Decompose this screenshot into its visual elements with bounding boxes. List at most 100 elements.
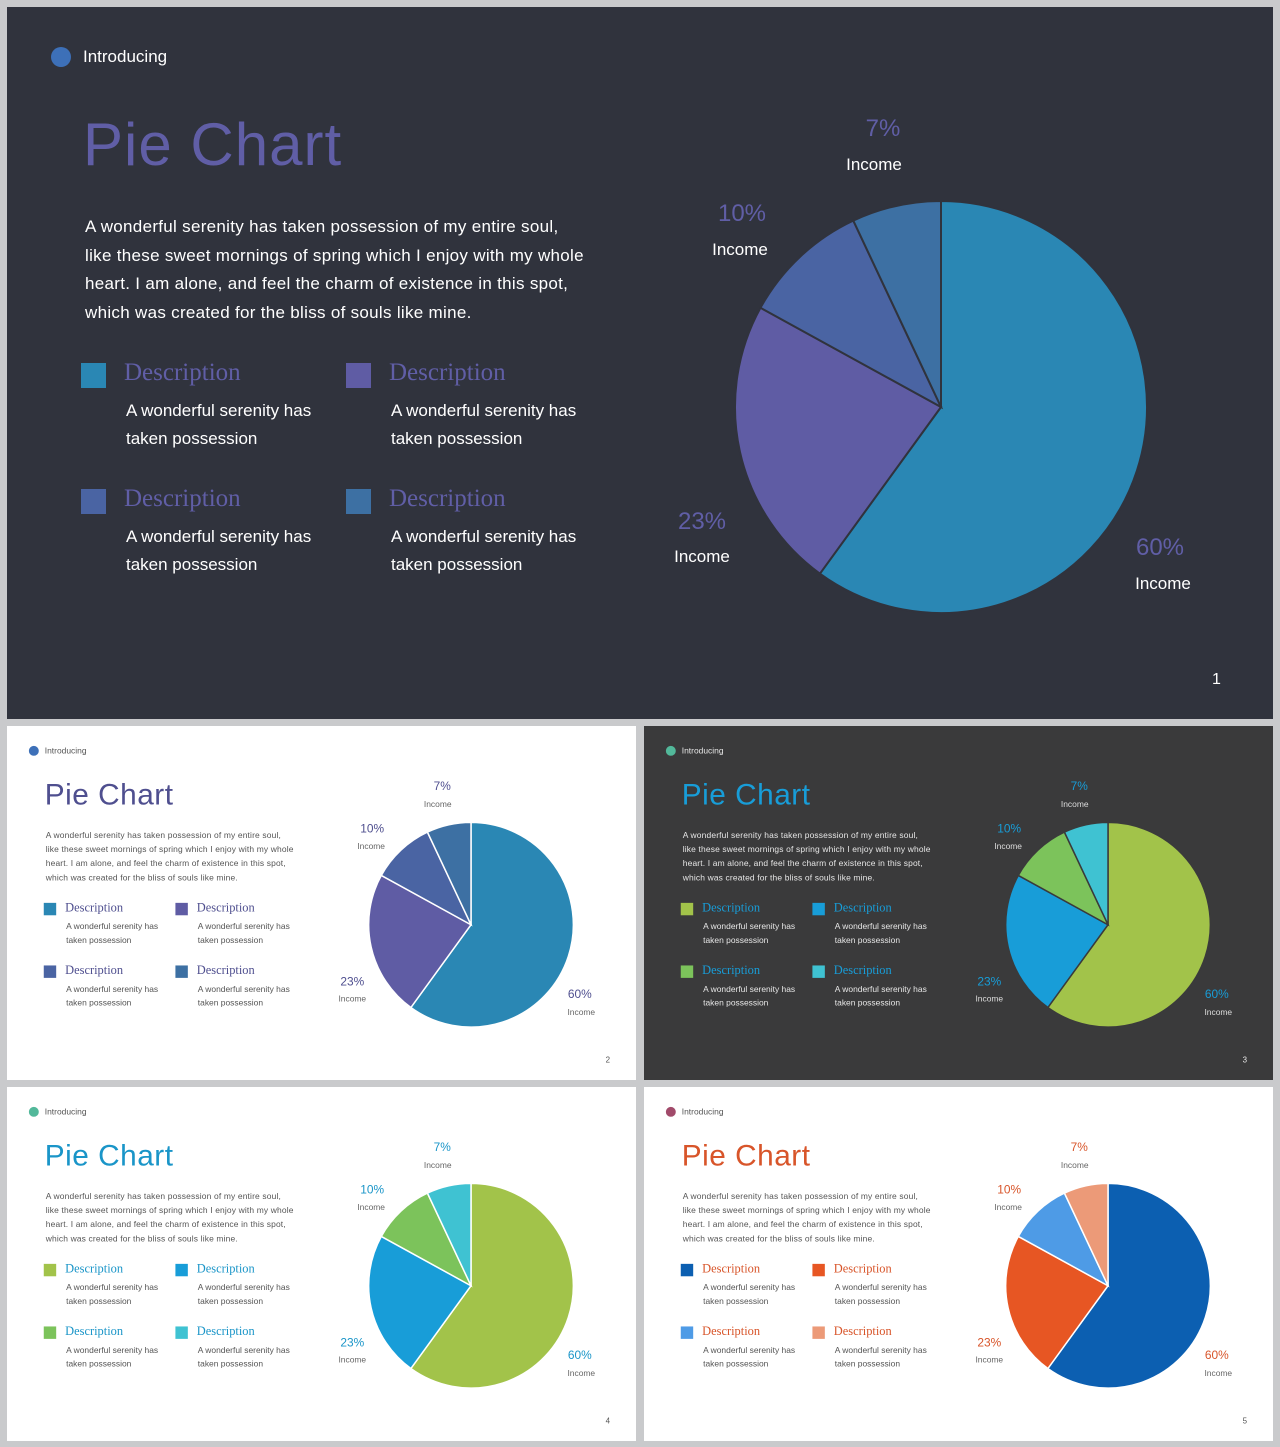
pie-chart: 60% Income 23% Income 10% Income 7% Income: [338, 1140, 595, 1389]
slide-content: Introducing Pie Chart A wonderful serenity…: [7, 726, 636, 1080]
description-text: A wonderful serenity has taken possessio…: [126, 401, 312, 448]
body-paragraph: A wonderful serenity has taken possessio…: [85, 217, 584, 322]
description-text: A wonderful serenity has taken possessio…: [391, 401, 577, 448]
description-title: Description: [389, 485, 506, 512]
pie-slice: [734, 306, 943, 576]
slice-category-label: Income: [846, 155, 902, 174]
intro-dot-icon: [665, 745, 676, 756]
description-title: Description: [196, 963, 255, 977]
intro-label: Introducing: [44, 1106, 87, 1117]
description-text: A wonderful serenity has taken possessio…: [66, 1345, 159, 1369]
pie-slice: [1046, 821, 1212, 1028]
slice-category-label: Income: [994, 841, 1022, 851]
slice-category-label: Income: [357, 841, 385, 851]
legend-swatch: [812, 902, 825, 916]
slice-category-label: Income: [674, 547, 730, 566]
slice-category-label: Income: [338, 1355, 366, 1365]
slice-percent-label: 10%: [997, 1182, 1021, 1196]
pie-slice: [1004, 1235, 1110, 1370]
intro-header: Introducing: [28, 1106, 87, 1117]
slide-title: Pie Chart: [83, 111, 343, 178]
description-text: A wonderful serenity has taken possessio…: [834, 984, 927, 1008]
page-number: 1: [1212, 671, 1221, 688]
slice-percent-label: 10%: [360, 821, 384, 835]
description-text: A wonderful serenity has taken possessio…: [703, 1345, 796, 1369]
slice-category-label: Income: [567, 1007, 595, 1017]
slice-category-label: Income: [1135, 574, 1191, 593]
slice-category-label: Income: [712, 240, 768, 259]
slide-4: Introducing Pie Chart A wonderful serenity…: [7, 1087, 636, 1441]
description-title: Description: [65, 1324, 124, 1338]
pie-slice: [759, 219, 944, 410]
body-paragraph: A wonderful serenity has taken possessio…: [682, 1191, 931, 1244]
slide-2: Introducing Pie Chart A wonderful serenity…: [7, 726, 636, 1080]
legend-swatch: [175, 902, 188, 916]
description-grid: Description A wonderful serenity has take…: [680, 900, 949, 1020]
intro-label: Introducing: [44, 745, 87, 756]
page-number: 3: [1242, 1055, 1248, 1065]
pie-chart: 60% Income 23% Income 10% Income 7% Income: [674, 115, 1191, 614]
description-title: Description: [65, 963, 124, 977]
slice-percent-label: 7%: [866, 115, 901, 142]
description-title: Description: [833, 963, 892, 977]
slice-percent-label: 23%: [977, 974, 1001, 988]
legend-swatch: [812, 1326, 825, 1339]
pie-chart: 60% Income 23% Income 10% Income 7% Income: [975, 779, 1232, 1028]
pie-slice: [426, 821, 472, 926]
pie-slice: [426, 1182, 472, 1287]
description-text: A wonderful serenity has taken possessio…: [834, 921, 927, 946]
slice-percent-label: 23%: [678, 508, 726, 535]
slide-1: Introducing Pie Chart A wonderful serenity…: [7, 7, 1273, 719]
slide-title: Pie Chart: [681, 777, 811, 811]
legend-swatch: [680, 902, 694, 916]
pie-slice: [367, 1235, 473, 1370]
legend-swatch: [680, 1263, 694, 1277]
legend-swatch: [43, 902, 57, 916]
description-grid: Description A wonderful serenity has take…: [81, 359, 621, 599]
slide-content: Introducing Pie Chart A wonderful serenity…: [644, 726, 1273, 1080]
description-text: A wonderful serenity has taken possessio…: [834, 1282, 927, 1307]
legend-swatch: [175, 965, 188, 978]
pie-chart: 60% Income 23% Income 10% Income 7% Income: [338, 779, 595, 1028]
slide-3: Introducing Pie Chart A wonderful serenity…: [644, 726, 1273, 1080]
legend-swatch: [175, 1263, 188, 1277]
description-title: Description: [196, 1261, 255, 1276]
legend-swatch: [812, 1263, 825, 1277]
slide-title: Pie Chart: [44, 1138, 174, 1172]
slice-category-label: Income: [424, 1160, 452, 1170]
slice-percent-label: 10%: [360, 1182, 384, 1196]
intro-label: Introducing: [83, 47, 168, 66]
description-text: A wonderful serenity has taken possessio…: [197, 984, 290, 1008]
description-text: A wonderful serenity has taken possessio…: [703, 921, 796, 946]
page-number: 4: [605, 1416, 611, 1426]
description-title: Description: [702, 900, 761, 915]
description-text: A wonderful serenity has taken possessio…: [703, 984, 796, 1008]
slice-percent-label: 23%: [977, 1335, 1001, 1349]
slice-percent-label: 60%: [568, 987, 592, 1001]
description-title: Description: [196, 1324, 255, 1338]
intro-dot-icon: [28, 745, 39, 756]
legend-swatch: [81, 489, 106, 514]
description-text: A wonderful serenity has taken possessio…: [703, 1282, 796, 1307]
pie-slice: [1063, 821, 1109, 926]
description-title: Description: [833, 1324, 892, 1338]
slide-title: Pie Chart: [44, 777, 174, 811]
slice-category-label: Income: [1204, 1007, 1232, 1017]
intro-header: Introducing: [665, 1106, 724, 1117]
legend-swatch: [81, 363, 106, 388]
description-text: A wonderful serenity has taken possessio…: [391, 527, 577, 574]
description-title: Description: [702, 1324, 761, 1338]
legend-swatch: [346, 363, 371, 388]
legend-swatch: [43, 1263, 57, 1277]
description-title: Description: [196, 900, 255, 915]
intro-dot-icon: [51, 47, 71, 67]
description-grid: Description A wonderful serenity has take…: [680, 1261, 949, 1381]
description-text: A wonderful serenity has taken possessio…: [66, 984, 159, 1008]
slice-percent-label: 60%: [1205, 987, 1229, 1001]
slide-content: Introducing Pie Chart A wonderful serenity…: [7, 1087, 636, 1441]
page-number: 2: [605, 1055, 611, 1065]
description-title: Description: [833, 1261, 892, 1276]
slice-category-label: Income: [1061, 1160, 1089, 1170]
legend-swatch: [680, 1326, 694, 1339]
slice-category-label: Income: [424, 799, 452, 809]
